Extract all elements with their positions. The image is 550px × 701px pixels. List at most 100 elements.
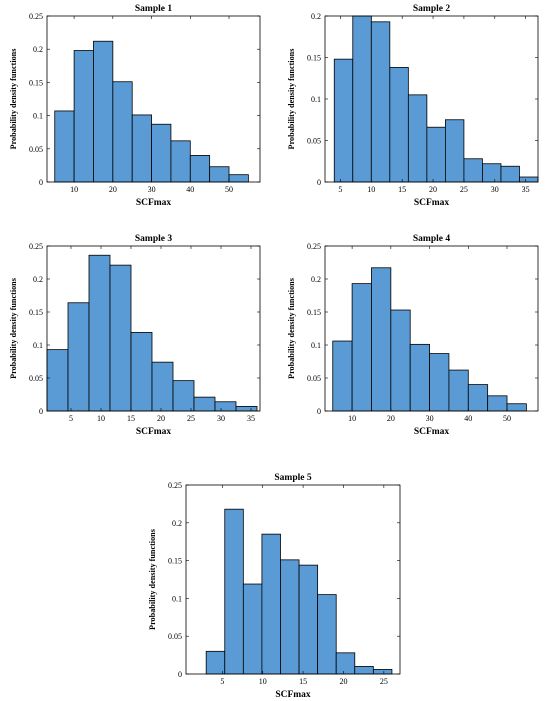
x-axis-label: SCFmax: [136, 427, 172, 437]
bar: [429, 353, 450, 412]
bar: [54, 110, 75, 183]
plot-frame: [324, 245, 539, 412]
bar: [463, 158, 483, 183]
bar: [189, 155, 211, 183]
y-axis-label: Probability density functions: [287, 49, 296, 150]
y-tick-label: 0: [317, 178, 321, 187]
bar: [506, 403, 527, 412]
bar: [333, 58, 354, 183]
x-tick-label: 10: [97, 414, 105, 423]
bar: [519, 176, 539, 183]
y-tick-label: 0.25: [29, 242, 43, 251]
x-tick-label: 30: [491, 185, 499, 194]
chart-panel-4: 10 20 30 40 50 0 0.05 0.1 0.15 0.2 0.25 Sample 4 SCF…: [287, 234, 539, 437]
y-axis-label: Probability density functions: [287, 278, 296, 379]
x-tick-label: 15: [299, 677, 307, 686]
chart-title: Sample 3: [135, 234, 172, 244]
y-tick-label: 0.05: [307, 374, 321, 383]
x-axis-label: SCFmax: [275, 690, 311, 700]
y-tick-label: 0.2: [33, 45, 43, 54]
bar: [467, 384, 489, 412]
bar: [109, 264, 132, 412]
x-tick-label: 40: [464, 414, 472, 423]
x-axis-label: SCFmax: [414, 427, 450, 437]
bar: [317, 594, 337, 675]
y-tick-label: 0.2: [311, 12, 321, 21]
bar: [354, 666, 374, 675]
bar: [112, 81, 133, 183]
bar: [352, 15, 372, 183]
y-tick-label: 0.15: [29, 78, 43, 87]
x-tick-label: 10: [259, 677, 267, 686]
chart-panel-2: 5 10 15 20 25 30 35 0 0.05 0.1 0.15 0.2 Sample 2 SCFm…: [287, 4, 539, 208]
y-tick-label: 0: [317, 407, 321, 416]
y-tick-label: 0.05: [168, 632, 182, 641]
x-tick-label: 30: [148, 185, 156, 194]
y-tick-label: 0.25: [29, 12, 43, 21]
chart-title: Sample 4: [413, 234, 450, 244]
x-tick-label: 25: [380, 677, 388, 686]
y-tick-label: 0.15: [307, 54, 321, 63]
y-tick-label: 0.1: [172, 594, 182, 603]
y-axis-label: Probability density functions: [9, 278, 18, 379]
bar: [214, 401, 237, 412]
x-tick-label: 5: [69, 414, 73, 423]
y-tick-label: 0.15: [307, 308, 321, 317]
y-tick-label: 0.15: [168, 557, 182, 566]
y-tick-label: 0.1: [311, 341, 321, 350]
bar: [73, 50, 94, 183]
x-tick-label: 10: [367, 185, 375, 194]
x-tick-label: 5: [338, 185, 342, 194]
bar: [487, 395, 508, 412]
x-tick-label: 20: [339, 677, 347, 686]
x-tick-label: 25: [460, 185, 468, 194]
plot-frame: [46, 245, 261, 412]
bar: [448, 369, 469, 412]
plot-frame: [46, 15, 261, 183]
x-tick-label: 40: [186, 185, 194, 194]
bar: [224, 508, 244, 675]
bar: [151, 123, 172, 183]
x-tick-label: 35: [522, 185, 530, 194]
chart-title: Sample 2: [413, 4, 450, 14]
bar: [205, 650, 226, 675]
chart-panel-5: 5 10 15 20 25 0 0.05 0.1 0.15 0.2 0.25 Sample 5 SCFm…: [148, 473, 401, 700]
y-tick-label: 0.1: [311, 95, 321, 104]
bar: [280, 559, 300, 675]
y-tick-label: 0.1: [33, 341, 43, 350]
y-tick-label: 0.25: [307, 242, 321, 251]
bar: [46, 349, 69, 412]
bar: [193, 396, 216, 412]
bar: [389, 67, 409, 183]
chart-panel-1: 10 20 30 40 50 0 0.05 0.1 0.15 0.2 0.25 Sample 1 SCF…: [9, 4, 261, 208]
bar: [242, 583, 263, 675]
bar: [298, 564, 319, 675]
y-tick-label: 0.05: [29, 374, 43, 383]
x-tick-label: 20: [109, 185, 117, 194]
bar: [228, 174, 249, 183]
x-tick-label: 50: [503, 414, 511, 423]
x-tick-label: 10: [348, 414, 356, 423]
y-tick-label: 0: [178, 670, 182, 679]
y-tick-label: 0: [39, 407, 43, 416]
x-tick-label: 15: [127, 414, 135, 423]
x-tick-label: 10: [70, 185, 78, 194]
x-tick-label: 30: [217, 414, 225, 423]
x-tick-label: 20: [157, 414, 165, 423]
bar: [131, 114, 152, 183]
x-axis-label: SCFmax: [414, 198, 450, 208]
y-tick-label: 0.15: [29, 308, 43, 317]
bar: [172, 380, 195, 412]
bar: [130, 332, 153, 412]
y-axis-label: Probability density functions: [148, 529, 157, 630]
bar: [151, 361, 174, 412]
chart-title: Sample 5: [274, 473, 311, 483]
bar: [261, 533, 281, 675]
x-tick-label: 20: [387, 414, 395, 423]
x-tick-label: 20: [429, 185, 437, 194]
bar: [372, 669, 393, 675]
y-tick-label: 0.2: [311, 275, 321, 284]
x-tick-label: 30: [426, 414, 434, 423]
x-tick-label: 50: [225, 185, 233, 194]
